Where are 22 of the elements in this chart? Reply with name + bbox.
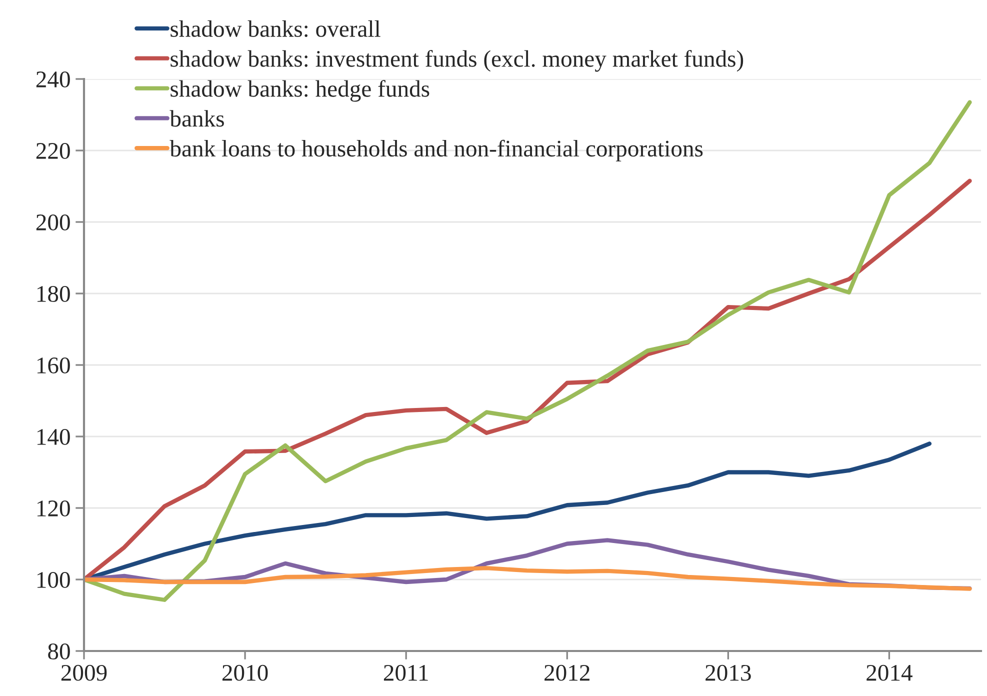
y-tick-label: 140 [37, 428, 70, 445]
legend-label: shadow banks: hedge funds [170, 80, 430, 102]
x-tick-label: 2009 [61, 664, 107, 681]
legend-label: banks [170, 110, 224, 127]
x-tick-label: 2011 [384, 664, 428, 681]
line-series [84, 100, 972, 602]
y-tick-label: 240 [36, 71, 70, 88]
y-tick-label: 160 [37, 357, 70, 374]
y-tick-label: 220 [36, 142, 70, 159]
y-tick-label: 80 [48, 643, 70, 660]
legend-label: shadow banks: investment funds (excl. money market funds) [170, 50, 744, 72]
y-tick-label: 180 [37, 286, 70, 302]
x-tick-label: 2012 [544, 664, 590, 681]
x-tick-label: 2010 [222, 664, 268, 681]
line-series [84, 566, 972, 591]
x-tick-label: 2014 [866, 664, 912, 681]
legend-label: bank loans to households and non-financial corporations [170, 140, 703, 162]
legend-label: shadow banks: overall [170, 20, 380, 38]
y-tick-label: 100 [37, 572, 70, 588]
x-tick-label: 2013 [706, 664, 751, 681]
y-tick-label: 120 [37, 500, 70, 516]
y-tick-label: 200 [36, 214, 70, 230]
